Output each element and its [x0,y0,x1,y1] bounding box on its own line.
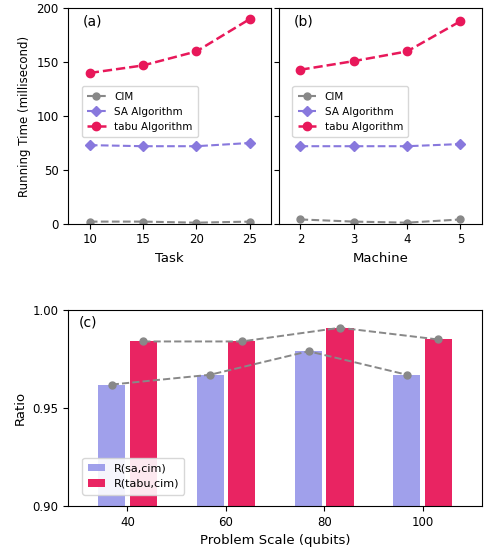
tabu Algorithm [87,70,93,76]
Y-axis label: Ratio: Ratio [14,391,27,425]
SA Algorithm [87,142,93,148]
tabu Algorithm [246,16,252,22]
CIM [350,219,356,225]
Bar [196,375,223,556]
SA Algorithm [403,143,409,150]
tabu Algorithm [350,58,356,64]
X-axis label: Task: Task [155,252,183,265]
Bar [129,341,157,556]
SA Algorithm [246,140,252,146]
Text: (a): (a) [82,15,102,29]
SA Algorithm [140,143,146,150]
Line: CIM: CIM [296,216,463,226]
Line: tabu Algorithm: tabu Algorithm [296,17,464,74]
Bar [326,327,353,556]
Bar [392,375,420,556]
Line: SA Algorithm: SA Algorithm [296,141,463,150]
tabu Algorithm [456,18,462,24]
Line: CIM: CIM [86,218,253,226]
SA Algorithm [456,141,462,147]
Line: tabu Algorithm: tabu Algorithm [85,15,253,77]
Bar [424,340,451,556]
CIM [140,219,146,225]
SA Algorithm [350,143,356,150]
CIM [297,216,303,223]
SA Algorithm [193,143,199,150]
tabu Algorithm [193,48,199,54]
Bar [227,341,255,556]
X-axis label: Problem Scale (qubits): Problem Scale (qubits) [200,534,349,547]
CIM [456,216,462,223]
CIM [87,219,93,225]
Bar [294,351,322,556]
Text: (b): (b) [293,15,312,29]
tabu Algorithm [140,62,146,69]
Legend: CIM, SA Algorithm, tabu Algorithm: CIM, SA Algorithm, tabu Algorithm [81,86,197,137]
X-axis label: Machine: Machine [352,252,407,265]
tabu Algorithm [403,48,409,54]
Legend: R(sa,cim), R(tabu,cim): R(sa,cim), R(tabu,cim) [82,458,184,494]
Bar [98,385,125,556]
CIM [193,220,199,226]
tabu Algorithm [297,66,303,73]
SA Algorithm [297,143,303,150]
Legend: CIM, SA Algorithm, tabu Algorithm: CIM, SA Algorithm, tabu Algorithm [292,86,407,137]
CIM [403,220,409,226]
CIM [246,219,252,225]
Line: SA Algorithm: SA Algorithm [86,140,253,150]
Y-axis label: Running Time (millisecond): Running Time (millisecond) [18,36,31,197]
Text: (c): (c) [79,316,97,330]
